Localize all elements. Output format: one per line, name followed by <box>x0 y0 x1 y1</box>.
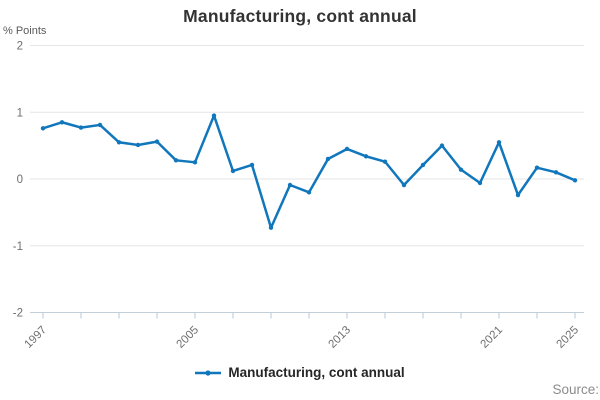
data-point-marker[interactable] <box>458 167 464 172</box>
data-point-marker[interactable] <box>344 146 350 152</box>
y-axis-tick-label: -1 <box>13 241 23 253</box>
legend-dot <box>205 369 211 376</box>
y-axis-tick-label: 0 <box>17 174 23 186</box>
data-point-marker[interactable] <box>135 142 141 148</box>
data-point-marker[interactable] <box>553 170 559 175</box>
data-point-marker[interactable] <box>211 113 217 118</box>
x-axis-tick-label: 2005 <box>175 324 202 351</box>
data-point-marker[interactable] <box>40 126 46 131</box>
data-point-marker[interactable] <box>439 143 445 148</box>
x-axis-tick-label: 2025 <box>555 324 582 351</box>
y-axis-unit-label: % Points <box>3 25 47 37</box>
y-axis-tick-label: 1 <box>17 107 23 119</box>
x-axis-tick-label: 1997 <box>23 324 50 351</box>
chart-title: Manufacturing, cont annual <box>183 6 417 26</box>
x-axis-tick-label: 2013 <box>327 324 354 351</box>
data-point-marker[interactable] <box>363 154 369 159</box>
data-point-marker[interactable] <box>306 190 312 195</box>
source-label: Source: <box>552 382 599 397</box>
data-point-marker[interactable] <box>59 120 65 125</box>
legend-item[interactable]: Manufacturing, cont annual <box>0 365 600 380</box>
data-point-marker[interactable] <box>249 162 255 168</box>
data-point-marker[interactable] <box>325 156 331 162</box>
data-point-marker[interactable] <box>420 162 426 168</box>
data-point-marker[interactable] <box>401 182 407 188</box>
data-point-marker[interactable] <box>116 140 122 145</box>
data-point-marker[interactable] <box>496 140 502 145</box>
x-axis-tick-label: 2021 <box>479 324 506 351</box>
data-point-marker[interactable] <box>78 125 84 130</box>
data-point-marker[interactable] <box>534 165 540 170</box>
series-line <box>41 114 577 229</box>
data-point-marker[interactable] <box>268 225 274 230</box>
y-axis-tick-label: 2 <box>17 41 23 53</box>
data-point-marker[interactable] <box>572 178 578 183</box>
data-point-marker[interactable] <box>515 192 521 198</box>
data-point-marker[interactable] <box>477 180 483 186</box>
data-point-marker[interactable] <box>97 122 103 128</box>
data-point-marker[interactable] <box>173 158 179 163</box>
data-point-marker[interactable] <box>287 182 293 188</box>
data-point-marker[interactable] <box>382 159 388 164</box>
data-point-marker[interactable] <box>192 160 198 165</box>
legend-label: Manufacturing, cont annual <box>228 365 405 380</box>
y-axis-tick-label: -2 <box>13 308 23 320</box>
data-point-marker[interactable] <box>230 168 236 174</box>
data-point-marker[interactable] <box>154 139 160 144</box>
legend-line-marker-icon <box>195 369 222 376</box>
